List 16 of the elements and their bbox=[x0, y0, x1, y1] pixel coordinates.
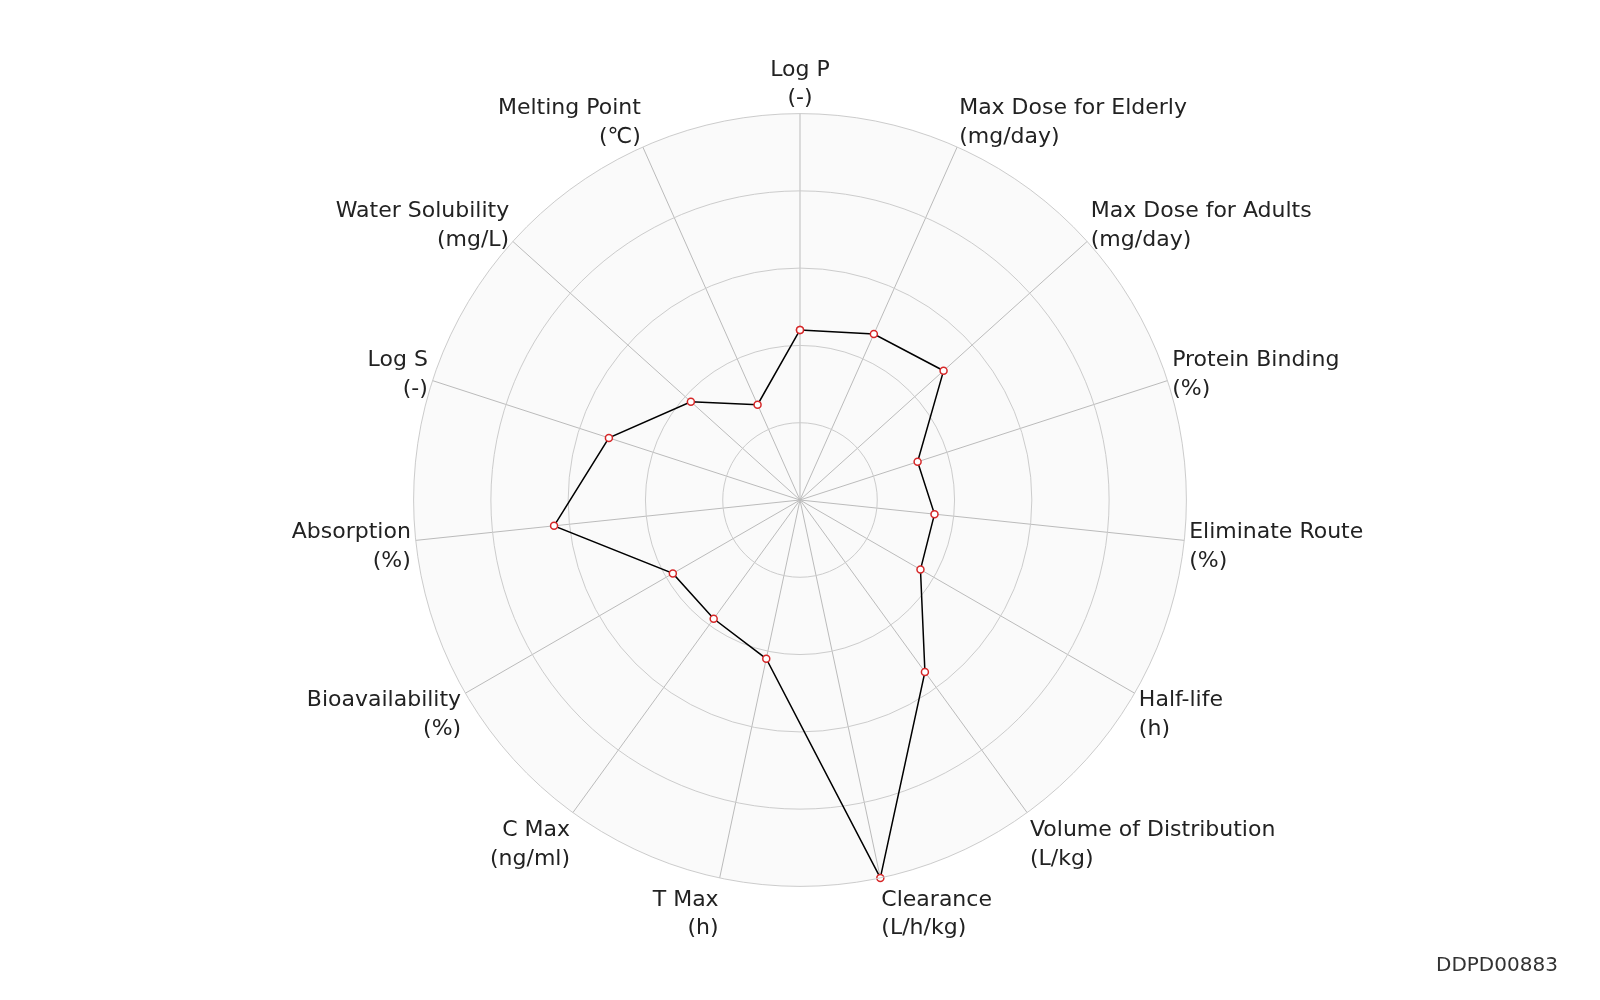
spoke-label: Water Solubility (mg/L) bbox=[335, 197, 510, 251]
spoke-label: Clearance (L/h/kg) bbox=[881, 885, 992, 940]
spoke-label: Log P (-) bbox=[770, 55, 830, 110]
spoke-label: Volume of Distribution (L/kg) bbox=[1030, 816, 1276, 870]
spoke-label: T Max (h) bbox=[651, 885, 719, 940]
spoke-label: Bioavailability (%) bbox=[306, 686, 462, 740]
spoke-label: Half-life (h) bbox=[1138, 686, 1223, 740]
spoke-label: Log S (-) bbox=[367, 346, 428, 400]
spoke-label: C Max (ng/ml) bbox=[489, 816, 570, 870]
spoke-label: Absorption (%) bbox=[291, 518, 411, 572]
spoke-label: Melting Point (℃) bbox=[497, 94, 642, 148]
spoke-label: Max Dose for Adults (mg/day) bbox=[1090, 197, 1312, 251]
spoke-label: Eliminate Route (%) bbox=[1189, 518, 1364, 572]
spoke-label: Protein Binding (%) bbox=[1172, 346, 1340, 400]
spoke-label: Max Dose for Elderly (mg/day) bbox=[959, 94, 1187, 148]
text: DDPD00883 bbox=[1436, 952, 1558, 976]
